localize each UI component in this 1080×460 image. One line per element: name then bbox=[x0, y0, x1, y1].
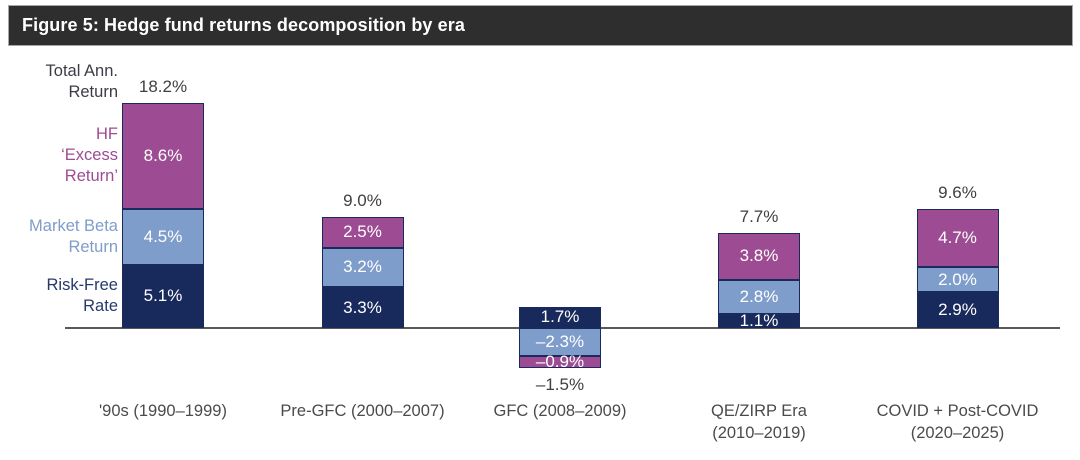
segment-value-label: 1.1% bbox=[739, 311, 779, 331]
left-label-line: Rate bbox=[83, 297, 118, 315]
left-label-total: Total Ann. Return bbox=[10, 61, 118, 103]
bar-segment-0: 8.6% bbox=[122, 103, 204, 210]
x-tick-line: (2020–2025) bbox=[910, 424, 1005, 442]
figure-header-bar: Figure 5: Hedge fund returns decompositi… bbox=[8, 5, 1073, 46]
bar-segment-1: 3.3% bbox=[321, 287, 404, 328]
bar-segment-2: –0.9% bbox=[519, 351, 601, 371]
bar-segment-1: 3.2% bbox=[321, 247, 404, 288]
bar-segment-2: 1.7% bbox=[519, 306, 601, 328]
bar-segment-4: 2.0% bbox=[916, 267, 999, 293]
left-label-line: ‘Excess bbox=[61, 146, 118, 164]
left-label-excess: HF ‘Excess Return’ bbox=[10, 124, 118, 187]
x-tick-line: QE/ZIRP Era bbox=[711, 402, 807, 420]
segment-value-label: 5.1% bbox=[143, 286, 183, 306]
left-label-line: Total Ann. bbox=[45, 62, 118, 80]
segment-value-label: 3.3% bbox=[343, 297, 382, 317]
total-value-label: 7.7% bbox=[739, 206, 779, 226]
x-tick-label-0: '90s (1990–1999) bbox=[53, 400, 273, 422]
bar-segment-0: 5.1% bbox=[122, 264, 204, 328]
segment-value-label: 8.6% bbox=[143, 146, 183, 166]
segment-value-label: 2.9% bbox=[938, 300, 977, 320]
left-label-line: Return bbox=[68, 238, 118, 256]
total-value-label: 9.6% bbox=[938, 183, 977, 203]
x-tick-line: (2010–2019) bbox=[712, 424, 806, 442]
segment-value-label: 3.2% bbox=[343, 257, 382, 277]
segment-value-label: –0.9% bbox=[535, 351, 585, 371]
bar-segment-1: 2.5% bbox=[321, 216, 404, 248]
bar-segment-3: 2.8% bbox=[718, 279, 800, 315]
bar-segment-3: 1.1% bbox=[718, 311, 800, 331]
segment-value-label: 1.7% bbox=[540, 307, 580, 327]
bar-segment-0: 4.5% bbox=[122, 209, 204, 265]
left-label-risk-free: Risk-Free Rate bbox=[10, 275, 118, 317]
x-tick-label-4: COVID + Post-COVID (2020–2025) bbox=[848, 400, 1068, 444]
segment-value-label: 4.5% bbox=[143, 227, 183, 247]
bar-segment-2: –2.3% bbox=[519, 328, 601, 357]
segment-value-label: 2.5% bbox=[343, 222, 382, 242]
segment-value-label: 4.7% bbox=[938, 228, 977, 248]
segment-value-label: 2.0% bbox=[938, 269, 977, 289]
bar-segment-4: 4.7% bbox=[916, 209, 999, 268]
total-value-label: 9.0% bbox=[343, 190, 382, 210]
left-label-beta: Market Beta Return bbox=[10, 216, 118, 258]
x-tick-line: Pre-GFC (2000–2007) bbox=[280, 402, 445, 420]
left-label-line: Return bbox=[68, 83, 118, 101]
x-tick-line: GFC (2008–2009) bbox=[493, 402, 627, 420]
bar-segment-3: 3.8% bbox=[718, 232, 800, 280]
segment-value-label: –2.3% bbox=[535, 332, 585, 352]
figure-title: Figure 5: Hedge fund returns decompositi… bbox=[22, 15, 465, 35]
total-value-label: 18.2% bbox=[138, 77, 188, 97]
x-tick-line: COVID + Post-COVID bbox=[876, 402, 1039, 420]
bar-segment-4: 2.9% bbox=[916, 292, 999, 328]
left-label-line: Market Beta bbox=[29, 217, 118, 235]
left-label-line: HF bbox=[96, 125, 118, 143]
x-tick-label-1: Pre-GFC (2000–2007) bbox=[253, 400, 473, 422]
total-value-label: –1.5% bbox=[535, 374, 585, 394]
left-label-line: Return’ bbox=[64, 167, 118, 185]
x-tick-label-2: GFC (2008–2009) bbox=[450, 400, 670, 422]
x-tick-line: '90s (1990–1999) bbox=[99, 402, 227, 420]
segment-value-label: 3.8% bbox=[739, 246, 779, 266]
segment-value-label: 2.8% bbox=[739, 287, 779, 307]
left-label-line: Risk-Free bbox=[46, 276, 118, 294]
x-tick-label-3: QE/ZIRP Era (2010–2019) bbox=[649, 400, 869, 444]
